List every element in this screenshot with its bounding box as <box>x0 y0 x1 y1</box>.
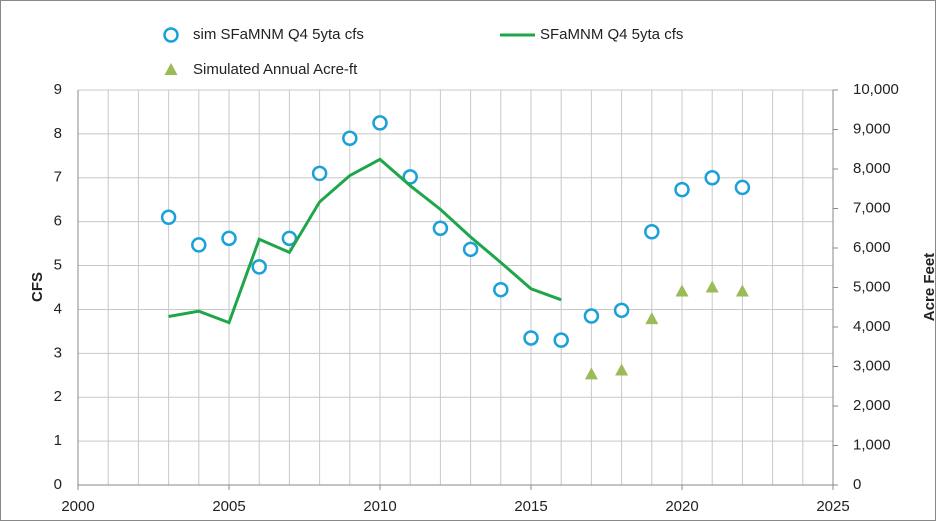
y2-tick-label: 9,000 <box>853 120 891 137</box>
data-point <box>645 312 659 325</box>
y2-tick-label: 6,000 <box>853 239 891 256</box>
y2-tick-label: 0 <box>853 476 861 493</box>
data-point <box>615 363 629 376</box>
y2-tick-label: 2,000 <box>853 397 891 414</box>
y2-axis-title: Acre Feet <box>921 253 936 321</box>
data-point <box>372 115 388 131</box>
x-tick-label: 2000 <box>61 498 94 515</box>
data-point <box>675 284 689 297</box>
y-tick-label: 3 <box>54 344 62 361</box>
data-point <box>613 302 630 319</box>
data-point <box>735 284 749 297</box>
data-point <box>281 230 298 247</box>
y2-tick-label: 8,000 <box>853 160 891 177</box>
y-tick-label: 8 <box>54 125 62 142</box>
y-tick-label: 7 <box>54 169 62 186</box>
data-point <box>705 280 719 293</box>
legend-label: SFaMNM Q4 5yta cfs <box>540 26 683 43</box>
y-tick-label: 0 <box>54 476 62 493</box>
y2-tick-label: 7,000 <box>853 199 891 216</box>
y-tick-label: 4 <box>54 300 62 317</box>
y-tick-label: 5 <box>54 257 62 274</box>
data-point <box>553 332 569 348</box>
data-point <box>402 169 418 185</box>
data-point <box>221 230 237 247</box>
data-point <box>583 308 600 324</box>
y-tick-label: 2 <box>54 388 62 405</box>
data-point <box>311 165 328 182</box>
x-tick-label: 2025 <box>816 498 849 515</box>
y-tick-label: 6 <box>54 213 62 230</box>
data-line <box>168 157 562 325</box>
data-point <box>523 330 539 346</box>
data-point <box>584 367 598 380</box>
y-tick-label: 1 <box>54 432 62 449</box>
legend-label: Simulated Annual Acre-ft <box>193 61 358 78</box>
data-point <box>462 241 479 258</box>
data-point <box>251 259 267 275</box>
y2-tick-label: 3,000 <box>853 357 891 374</box>
y2-tick-label: 1,000 <box>853 436 891 453</box>
data-point <box>734 179 751 196</box>
data-point <box>704 170 720 186</box>
x-tick-label: 2005 <box>212 498 245 515</box>
data-point <box>191 237 207 253</box>
legend-swatch <box>163 27 179 43</box>
data-point <box>674 181 690 198</box>
x-tick-label: 2020 <box>665 498 698 515</box>
legend-swatch <box>164 63 178 75</box>
y2-tick-label: 4,000 <box>853 318 891 335</box>
x-tick-label: 2010 <box>363 498 396 515</box>
y-axis-title: CFS <box>29 272 46 302</box>
y2-tick-label: 5,000 <box>853 278 891 295</box>
data-point <box>432 220 449 236</box>
data-point <box>644 224 660 240</box>
data-point <box>160 209 177 226</box>
data-point <box>493 281 509 298</box>
data-point <box>342 130 358 147</box>
legend-label: sim SFaMNM Q4 5yta cfs <box>193 26 364 43</box>
y-tick-label: 9 <box>54 81 62 98</box>
x-tick-label: 2015 <box>514 498 547 515</box>
y2-tick-label: 10,000 <box>853 81 899 98</box>
